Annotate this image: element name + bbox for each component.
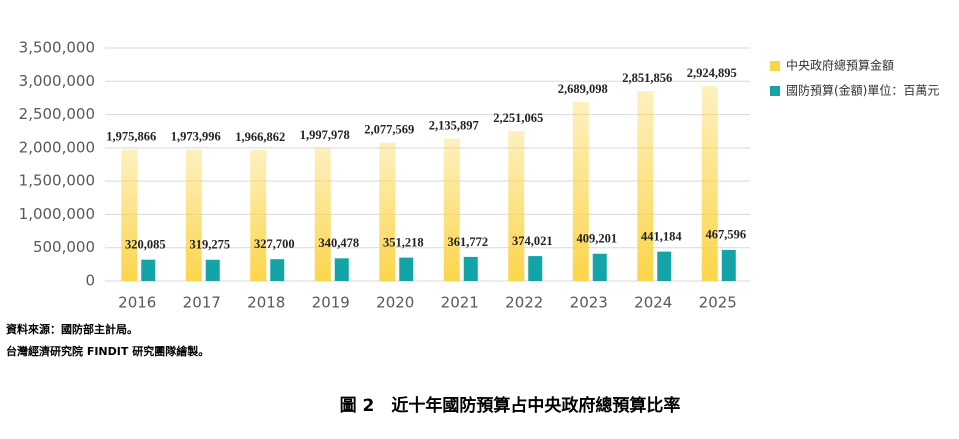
legend-label: 國防預算(金額)單位：百萬元 (786, 83, 939, 98)
legend-label: 中央政府總預算金額 (786, 58, 894, 73)
y-tick-label: 1,500,000 (19, 172, 95, 190)
bar (314, 147, 331, 281)
bar (463, 256, 478, 281)
x-tick-label: 2023 (570, 294, 608, 312)
x-tick-label: 2017 (183, 294, 221, 312)
legend-swatch (770, 86, 780, 96)
bar (508, 131, 525, 281)
value-label: 319,275 (189, 238, 230, 252)
bar (572, 101, 589, 281)
value-label: 1,973,996 (171, 129, 221, 143)
value-label: 340,478 (318, 236, 359, 250)
value-label: 441,184 (641, 230, 682, 244)
bar (592, 253, 607, 281)
value-label: 1,975,866 (106, 129, 156, 143)
bar (637, 91, 654, 281)
y-tick-label: 0 (85, 272, 95, 290)
x-tick-label: 2024 (634, 294, 672, 312)
bar (657, 251, 672, 281)
value-label: 351,218 (383, 235, 424, 249)
credit-note: 台灣經濟研究院 FINDIT 研究團隊繪製。 (6, 344, 209, 358)
bar (270, 259, 285, 281)
x-tick-label: 2019 (312, 294, 350, 312)
bar (250, 150, 267, 281)
bar (334, 258, 349, 281)
value-label: 2,077,569 (364, 123, 414, 137)
source-note: 資料來源：國防部主計局。 (6, 322, 138, 336)
value-label: 2,851,856 (622, 71, 672, 85)
x-tick-label: 2025 (699, 294, 737, 312)
bar (379, 142, 396, 281)
bar (701, 86, 718, 282)
value-label: 409,201 (576, 232, 617, 246)
caption: 圖 2 近十年國防預算占中央政府總預算比率 (340, 395, 681, 416)
bar (399, 257, 414, 281)
bar (443, 138, 460, 281)
value-label: 467,596 (705, 228, 746, 242)
value-label: 374,021 (512, 234, 553, 248)
value-label: 1,997,978 (300, 128, 350, 142)
y-tick-label: 3,500,000 (19, 39, 95, 57)
x-tick-label: 2016 (118, 294, 156, 312)
y-tick-label: 3,000,000 (19, 72, 95, 90)
bar (185, 149, 202, 281)
x-tick-label: 2020 (376, 294, 414, 312)
bar (141, 259, 156, 281)
y-tick-label: 2,000,000 (19, 138, 95, 156)
y-tick-label: 500,000 (33, 238, 95, 256)
value-label: 327,700 (254, 237, 295, 251)
value-label: 2,135,897 (429, 119, 479, 133)
value-label: 2,689,098 (558, 82, 608, 96)
value-label: 361,772 (447, 235, 488, 249)
value-label: 320,085 (125, 238, 166, 252)
bar (721, 249, 736, 281)
bar (205, 259, 220, 281)
value-label: 1,966,862 (235, 130, 285, 144)
x-tick-label: 2022 (505, 294, 543, 312)
legend-swatch (770, 61, 780, 71)
y-tick-label: 1,000,000 (19, 205, 95, 223)
value-label: 2,251,065 (493, 111, 543, 125)
x-tick-label: 2018 (247, 294, 285, 312)
y-tick-label: 2,500,000 (19, 105, 95, 123)
bar (528, 256, 543, 281)
bar (121, 149, 138, 281)
x-tick-label: 2021 (441, 294, 479, 312)
value-label: 2,924,895 (687, 66, 737, 80)
